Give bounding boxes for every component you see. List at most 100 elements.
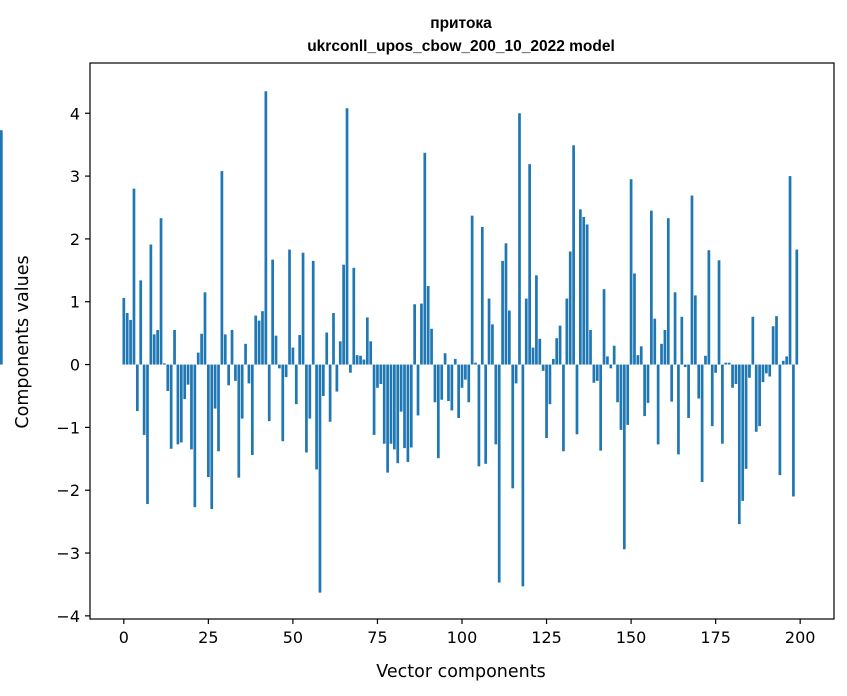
bar [264,91,268,365]
bar [176,364,180,445]
bar [724,362,728,365]
chart-subtitle: ukrconll_upos_cbow_200_10_2022 model [307,38,615,55]
bar [227,364,231,386]
y-tick-label: 3 [70,167,80,186]
bar [714,364,717,373]
x-axis-label: Vector components [376,662,545,682]
bar [480,226,484,365]
bar [460,364,464,388]
bar [602,289,606,365]
bar [247,364,251,384]
y-tick-label: 4 [70,104,80,123]
bar [440,364,444,400]
bar [389,364,393,444]
bar [693,295,697,365]
bar [203,292,207,365]
bar [521,364,525,587]
bar [146,364,149,505]
x-tick-label: 200 [785,628,816,647]
y-tick-label: −2 [56,481,80,500]
bar [663,330,667,365]
x-tick-label: 50 [283,628,303,647]
bar [132,188,136,365]
bar [656,364,660,445]
bar [575,364,579,435]
bar [768,364,772,377]
bar [524,298,528,365]
bar [396,364,400,464]
bar [332,313,335,365]
x-tick-label: 25 [198,628,218,647]
bar [653,318,657,365]
bar [409,364,413,448]
bar [135,364,139,412]
chart-title: притока [430,15,492,32]
bar [551,358,555,365]
bar [0,130,3,365]
bar [585,224,589,365]
bar [433,364,437,403]
bar [582,216,586,365]
bar [795,249,799,365]
bar [125,313,129,365]
bar [734,364,738,385]
x-tick-label: 75 [367,628,387,647]
bar [555,338,559,365]
bar [562,364,565,452]
bar [538,338,542,365]
bar [545,364,548,439]
bar [528,164,531,365]
bar [355,355,359,365]
bar [704,355,707,365]
bar [467,364,471,403]
bar [365,317,369,365]
bar [748,364,751,378]
bar [288,249,291,365]
bar [677,364,680,455]
bar [504,243,508,365]
bar [169,364,173,449]
bar [274,335,278,365]
bar [758,364,761,427]
bar [568,251,572,365]
bar [595,364,599,381]
bar [507,310,511,365]
bar [633,273,636,365]
bar [626,364,630,425]
bar [450,364,454,411]
bar [271,259,274,365]
bar [166,364,170,391]
bar [413,304,417,365]
bar [220,171,224,365]
bar [778,364,782,476]
bar [497,364,501,583]
bar [240,364,244,419]
bar [152,334,156,365]
bar [190,364,193,450]
bar [200,333,203,365]
bar [754,364,758,432]
bar [592,364,596,383]
bar [186,364,190,385]
bar [244,343,247,365]
bar [771,326,775,365]
bar [650,210,653,365]
bar [548,364,552,405]
bar [464,364,467,380]
bar [558,325,562,365]
bar [315,364,318,470]
bar [345,108,349,365]
bar [237,364,241,478]
bar [298,335,302,365]
bar [142,364,146,435]
bar [318,364,322,593]
y-tick-label: −4 [56,607,80,626]
bar [234,364,237,381]
bar [781,360,785,365]
y-tick-label: 1 [70,293,80,312]
bar [159,218,163,365]
bar [193,364,197,508]
x-tick-label: 150 [616,628,647,647]
bar [156,330,159,365]
